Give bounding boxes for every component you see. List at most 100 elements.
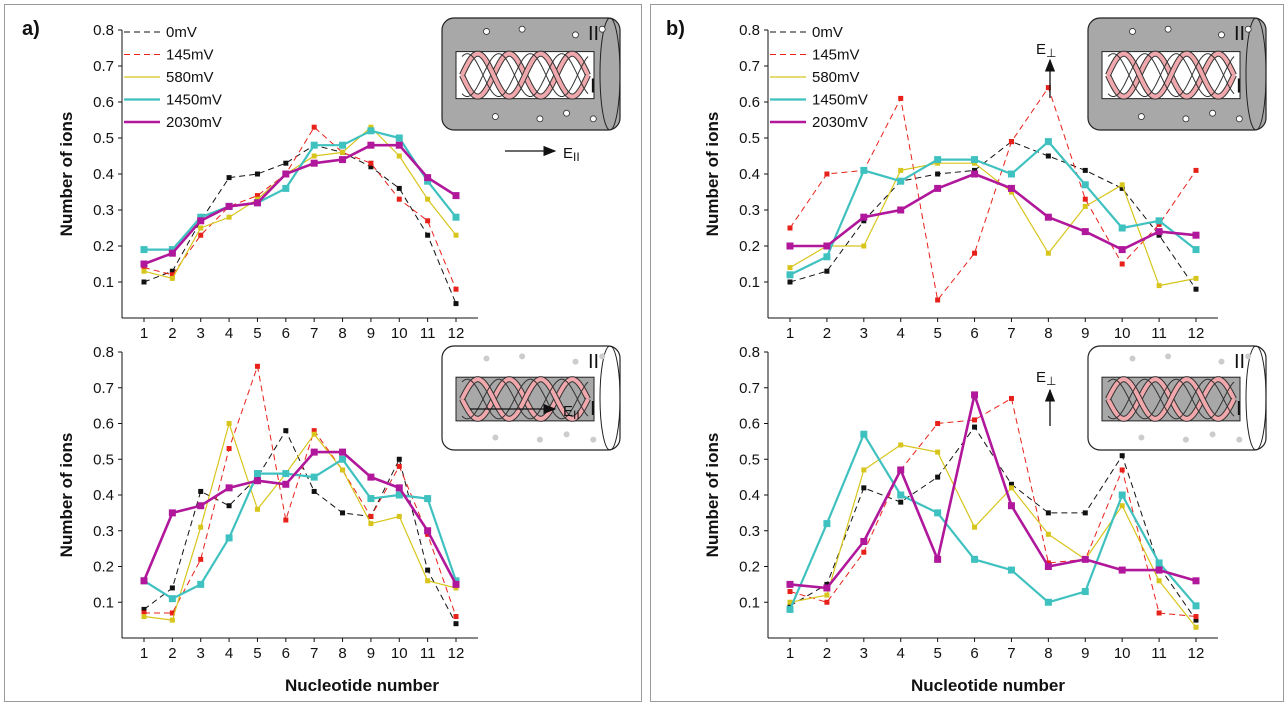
data-point-2030mV [1081,555,1089,563]
data-point-145mV [1008,139,1014,145]
data-point-2030mV [860,213,868,221]
region-label-outer: II [588,23,599,45]
data-point-580mV [972,524,978,530]
data-point-1450mV [897,491,905,499]
data-point-145mV [861,549,867,555]
data-point-1450mV [1118,491,1126,499]
data-point-1450mV [253,470,261,478]
data-point-0mV [226,503,232,509]
series-line-145mV [143,126,457,290]
inset-end-cap [599,17,621,131]
inset-group: III [1087,345,1267,451]
data-point-580mV [1156,578,1162,584]
y-tick-label: 0.8 [739,22,760,39]
data-point-0mV [1082,167,1088,173]
data-point-0mV [254,171,260,177]
y-tick-label: 0.1 [93,274,114,291]
data-point-1450mV [168,595,176,603]
x-tick-label: 2 [823,325,831,342]
series-line-580mV [143,422,457,621]
data-point-145mV [254,193,260,199]
data-point-0mV [787,279,793,285]
field-label: E⊥ [1036,369,1056,388]
data-point-580mV [226,214,232,220]
data-point-1450mV [1192,602,1200,610]
data-point-2030mV [1081,228,1089,236]
data-point-2030mV [225,202,233,210]
series-line-1450mV [143,458,458,600]
x-tick-label: 4 [897,325,905,342]
x-tick-label: 6 [970,645,978,662]
data-point-1450mV [897,177,905,185]
data-point-145mV [368,160,374,166]
data-point-2030mV [452,192,460,200]
data-point-2030mV [253,477,261,485]
panel-a-letter: a) [22,18,40,40]
ion-dot [1129,28,1136,35]
data-point-0mV [425,567,431,573]
x-tick-label: 4 [225,325,233,342]
data-point-2030mV [860,537,868,545]
y-tick-label: 0.7 [739,58,760,75]
x-tick-label: 3 [860,325,868,342]
data-point-580mV [453,585,459,591]
ion-dot [1209,431,1216,438]
y-tick-label: 0.1 [93,594,114,611]
legend-label: 0mV [812,24,843,41]
ion-dot [598,25,606,33]
data-point-1450mV [424,177,432,185]
data-point-0mV [425,232,431,238]
data-point-1450mV [395,491,403,499]
region-label-inner: I [1236,76,1242,98]
data-point-0mV [311,488,317,494]
x-tick-label: 7 [1007,325,1015,342]
data-point-1450mV [1007,566,1015,574]
y-tick-label: 0.8 [93,344,114,361]
data-point-580mV [169,275,175,281]
data-point-580mV [311,431,317,437]
ion-dot [1129,355,1136,362]
ion-dot [1138,434,1145,441]
data-point-580mV [1008,485,1014,491]
data-point-0mV [1156,232,1162,238]
y-tick-label: 0.6 [93,416,114,433]
x-tick-label: 2 [168,645,176,662]
data-point-2030mV [282,480,290,488]
data-point-145mV [368,513,374,519]
y-tick-label: 0.1 [739,274,760,291]
data-point-2030mV [934,555,942,563]
data-point-145mV [1082,196,1088,202]
data-point-1450mV [395,134,403,142]
data-point-1450mV [1155,559,1163,567]
data-point-145mV [1119,261,1125,267]
data-point-1450mV [823,253,831,261]
data-point-2030mV [253,199,261,207]
data-point-145mV [198,556,204,562]
ion-dot [563,109,570,117]
ion-dot [589,115,597,123]
data-point-2030mV [452,580,460,588]
y-tick-label: 0.4 [93,166,114,183]
ion-dot [1209,109,1216,117]
data-point-2030mV [140,260,148,268]
data-point-0mV [169,585,175,591]
data-point-0mV [453,301,459,307]
data-point-580mV [368,124,374,130]
data-point-580mV [787,599,793,605]
data-point-145mV [935,297,941,303]
data-point-1450mV [197,580,205,588]
data-point-580mV [935,160,941,166]
data-point-580mV [396,513,402,519]
helix-strand-thin [1107,378,1235,420]
x-tick-label: 11 [420,645,436,662]
data-point-0mV [1045,153,1051,159]
data-point-0mV [141,279,147,285]
region-label-inner: I [590,76,596,98]
data-point-580mV [198,225,204,231]
ion-dot [1165,353,1172,360]
data-point-1450mV [452,213,460,221]
y-tick-label: 0.8 [93,22,114,39]
x-tick-label: 10 [391,325,408,342]
data-point-145mV [1156,610,1162,616]
y-tick-label: 0.5 [93,451,114,468]
